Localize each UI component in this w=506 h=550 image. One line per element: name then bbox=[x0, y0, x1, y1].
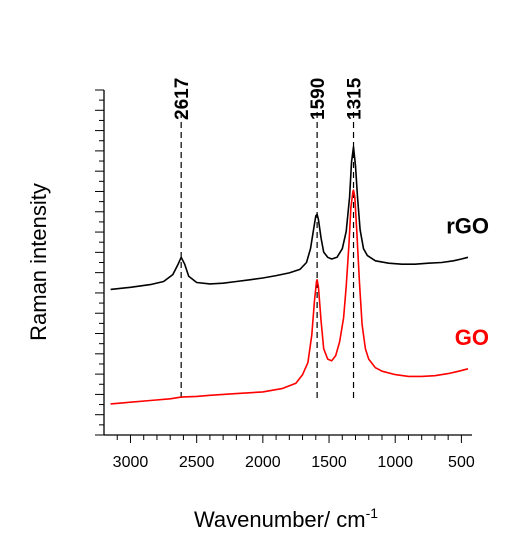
series-label-rgo: rGO bbox=[446, 213, 489, 238]
x-tick-label: 2500 bbox=[179, 454, 215, 471]
peak-lines: 2617 1590 1315 bbox=[172, 77, 366, 400]
x-axis-title-superscript: -1 bbox=[366, 505, 379, 521]
series-line-rgo bbox=[110, 146, 469, 291]
minor-ticks bbox=[95, 89, 462, 443]
peak-marker-label: 2617 bbox=[172, 78, 193, 120]
x-axis-title-text: Wavenumber/ cm bbox=[194, 507, 366, 532]
x-tick-label: 1000 bbox=[377, 454, 413, 471]
series-label-go: GO bbox=[455, 325, 489, 350]
x-axis-title: Wavenumber/ cm-1 bbox=[194, 505, 378, 532]
x-tick-labels: 3000 2500 2000 1500 1000 500 bbox=[113, 454, 475, 471]
series-lines bbox=[110, 146, 469, 405]
x-tick-label: 2000 bbox=[245, 454, 281, 471]
peak-marker-label: 1590 bbox=[308, 78, 329, 120]
y-axis-title: Raman intensity bbox=[26, 183, 51, 341]
series-line-go bbox=[110, 189, 469, 405]
x-tick-label: 3000 bbox=[113, 454, 149, 471]
series-labels: rGO GO bbox=[446, 213, 489, 349]
x-tick-label: 500 bbox=[448, 454, 475, 471]
x-tick-label: 1500 bbox=[311, 454, 347, 471]
peak-marker-label: 1315 bbox=[345, 77, 366, 120]
